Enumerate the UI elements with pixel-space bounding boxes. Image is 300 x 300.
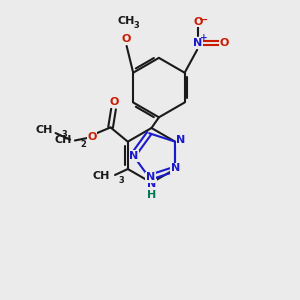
Text: N: N: [148, 179, 157, 189]
Text: −: −: [199, 15, 209, 25]
Text: CH: CH: [118, 16, 135, 26]
Text: +: +: [200, 33, 208, 42]
Text: CH: CH: [55, 136, 72, 146]
Text: 3: 3: [134, 21, 140, 30]
Text: N: N: [129, 151, 138, 161]
Text: CH: CH: [93, 172, 110, 182]
Text: 3: 3: [61, 130, 67, 139]
Text: 2: 2: [80, 140, 86, 149]
Text: H: H: [148, 190, 157, 200]
Text: O: O: [122, 34, 131, 44]
Text: O: O: [88, 132, 97, 142]
Text: N: N: [193, 38, 203, 48]
Text: CH: CH: [36, 125, 53, 135]
Text: N: N: [146, 172, 155, 182]
Text: N: N: [170, 164, 180, 173]
Text: 3: 3: [118, 176, 124, 185]
Text: O: O: [193, 16, 202, 27]
Text: O: O: [110, 98, 119, 107]
Text: N: N: [176, 135, 186, 145]
Text: O: O: [220, 38, 229, 48]
